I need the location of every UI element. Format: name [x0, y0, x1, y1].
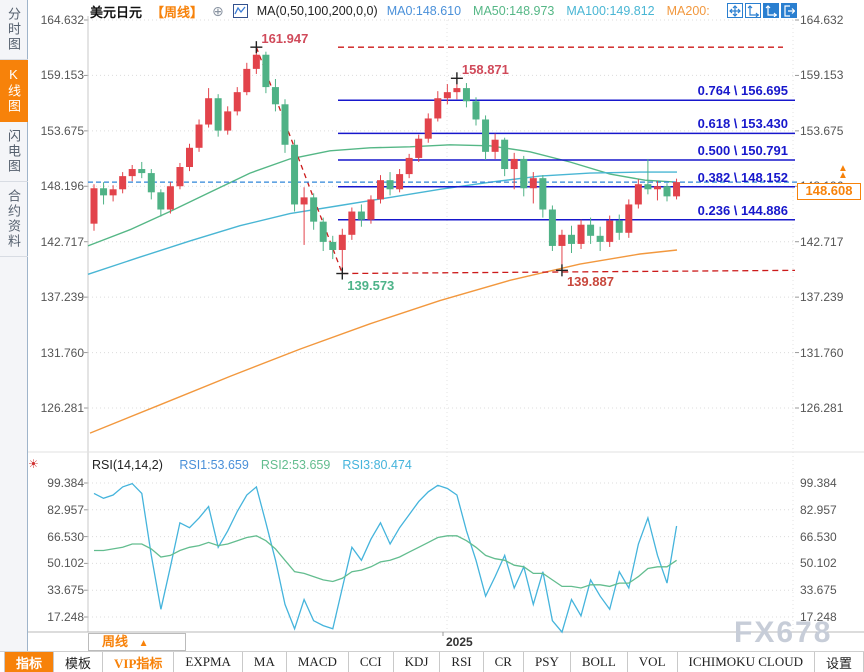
rsi-legend-2: RSI3:80.474: [342, 458, 412, 472]
ma-value-0: MA0:148.610: [386, 4, 462, 18]
fib-level-label: 0.618 \ 153.430: [697, 116, 788, 132]
rsi-tick-label: 17.248: [800, 610, 837, 624]
rsi-tick-label: 50.102: [800, 556, 837, 571]
rsi-tick-label: 82.957: [47, 502, 84, 517]
price-tick-label: 164.632: [800, 13, 844, 27]
sidebar-item-3[interactable]: 合约资料: [0, 182, 28, 257]
ma-values: MA0:148.610 MA50:148.973 MA100:149.812 MA20…: [387, 2, 722, 20]
rsi-legend-1: RSI2:53.659: [260, 458, 331, 472]
rsi-params-label: RSI(14,14,2): [92, 458, 163, 472]
watermark: FX678: [734, 616, 833, 649]
price-tick-label: 131.760: [800, 345, 844, 360]
price-tick-label: 126.281: [40, 400, 84, 415]
sidebar-item-2[interactable]: 闪电图: [0, 122, 28, 182]
price-tick-label: 164.632: [40, 13, 84, 27]
ma-value-2: MA100:149.812: [566, 4, 655, 18]
rsi-line-2: [94, 535, 677, 589]
ma-settings-label[interactable]: MA(0,50,100,200,0,0): [256, 4, 378, 18]
price-tick-label: 153.675: [800, 123, 844, 138]
toolbar-item-boll[interactable]: BOLL: [571, 652, 628, 672]
price-tick-label: 131.760: [40, 345, 84, 360]
up-arrows-icon: ▲ ▲: [838, 163, 848, 182]
rsi-tick-label: 66.530: [800, 529, 837, 544]
toolbar-item-psy[interactable]: PSY: [524, 652, 571, 672]
toolbar-spacer: [0, 652, 5, 672]
rsi-header: RSI(14,14,2) RSI1:53.659 RSI2:53.659 RSI3:…: [92, 456, 424, 474]
toolbar-item-kdj[interactable]: KDJ: [394, 652, 441, 672]
sidebar-item-0[interactable]: 分时图: [0, 0, 28, 60]
price-tick-label: 142.717: [40, 234, 84, 249]
rsi-tick-label: 33.675: [47, 583, 84, 598]
period-tab[interactable]: 周线 ▲: [88, 633, 186, 651]
price-tick-label: 137.239: [800, 290, 844, 305]
axis-scale-button[interactable]: [763, 3, 779, 18]
rsi-legend-0: RSI1:53.659: [179, 458, 249, 472]
rsi-tick-label: 82.957: [800, 502, 837, 517]
rsi-settings-icon[interactable]: ☀: [28, 457, 39, 471]
ma-value-3: MA200:: [666, 4, 710, 18]
price-tick-label: 159.153: [800, 68, 844, 83]
toolbar-item-ma[interactable]: MA: [243, 652, 287, 672]
pan-tool-button[interactable]: [727, 3, 743, 18]
period-tab-label: 周线: [102, 634, 129, 649]
rsi-tick-label: 50.102: [47, 556, 84, 571]
fib-level-label: 0.764 \ 156.695: [697, 83, 788, 99]
symbol-name: 美元日元: [90, 4, 143, 20]
price-tick-label: 153.675: [40, 123, 84, 138]
price-tick-label: 159.153: [40, 68, 84, 83]
current-price-tag: 148.608: [797, 183, 861, 201]
price-annotation: 158.871: [461, 62, 509, 78]
toolbar-item-模板[interactable]: 模板: [54, 652, 104, 672]
toolbar-item-vol[interactable]: VOL: [628, 652, 678, 672]
price-tick-label: 142.717: [800, 234, 844, 249]
toolbar-item-expma[interactable]: EXPMA: [174, 652, 243, 672]
toolbar-item-ichimoku-cloud[interactable]: ICHIMOKU CLOUD: [678, 652, 815, 672]
triangle-up-icon: ▲: [138, 638, 149, 649]
axis-range-button[interactable]: [745, 3, 761, 18]
window-buttons: [727, 3, 797, 18]
price-annotation: 139.573: [347, 277, 395, 293]
sidebar-item-1[interactable]: K线图: [0, 60, 28, 122]
left-sidebar: 分时图 K线图 闪电图 合约资料: [0, 0, 28, 651]
toolbar-item-cr[interactable]: CR: [484, 652, 524, 672]
rsi-tick-label: 66.530: [47, 529, 84, 544]
price-annotation: 139.887: [566, 274, 614, 290]
rsi-tick-label: 33.675: [800, 583, 837, 598]
fib-level-label: 0.382 \ 148.152: [697, 169, 788, 185]
price-tick-label: 137.239: [40, 290, 84, 305]
add-indicator-icon[interactable]: ⊕: [212, 3, 224, 19]
toolbar-item-vip指标[interactable]: VIP指标: [103, 652, 175, 672]
price-annotation: 161.947: [261, 31, 309, 47]
period-tag: 【周线】: [151, 4, 204, 20]
rsi-tick-label: 99.384: [47, 476, 84, 490]
bottom-toolbar: 指标 模板 VIP指标 EXPMA MA MACD CCI KDJ RSI CR PSY BOLL VO…: [0, 651, 864, 672]
toolbar-item-macd[interactable]: MACD: [287, 652, 349, 672]
toolbar-item-设置[interactable]: 设置: [815, 652, 864, 672]
fib-level-label: 0.236 \ 144.886: [697, 202, 788, 218]
rsi-legend: RSI1:53.659 RSI2:53.659 RSI3:80.474: [179, 456, 424, 473]
chart-type-icon[interactable]: [232, 4, 248, 18]
price-tick-label: 126.281: [800, 400, 844, 415]
ma-value-1: MA50:148.973: [473, 4, 555, 18]
toolbar-item-指标[interactable]: 指标: [4, 652, 54, 672]
close-panel-button[interactable]: [781, 3, 797, 18]
fib-level-label: 0.500 \ 150.791: [697, 143, 788, 159]
chart-header: 美元日元 【周线】 ⊕ MA(0,50,100,200,0,0) MA0:148…: [90, 2, 722, 20]
x-axis-year-label: 2025: [446, 635, 473, 649]
toolbar-item-rsi[interactable]: RSI: [440, 652, 484, 672]
rsi-tick-label: 99.384: [800, 476, 837, 490]
rsi-tick-label: 17.248: [47, 610, 84, 624]
rsi-line-1: [93, 482, 678, 634]
price-tick-label: 148.196: [40, 179, 84, 194]
toolbar-item-cci[interactable]: CCI: [349, 652, 394, 672]
